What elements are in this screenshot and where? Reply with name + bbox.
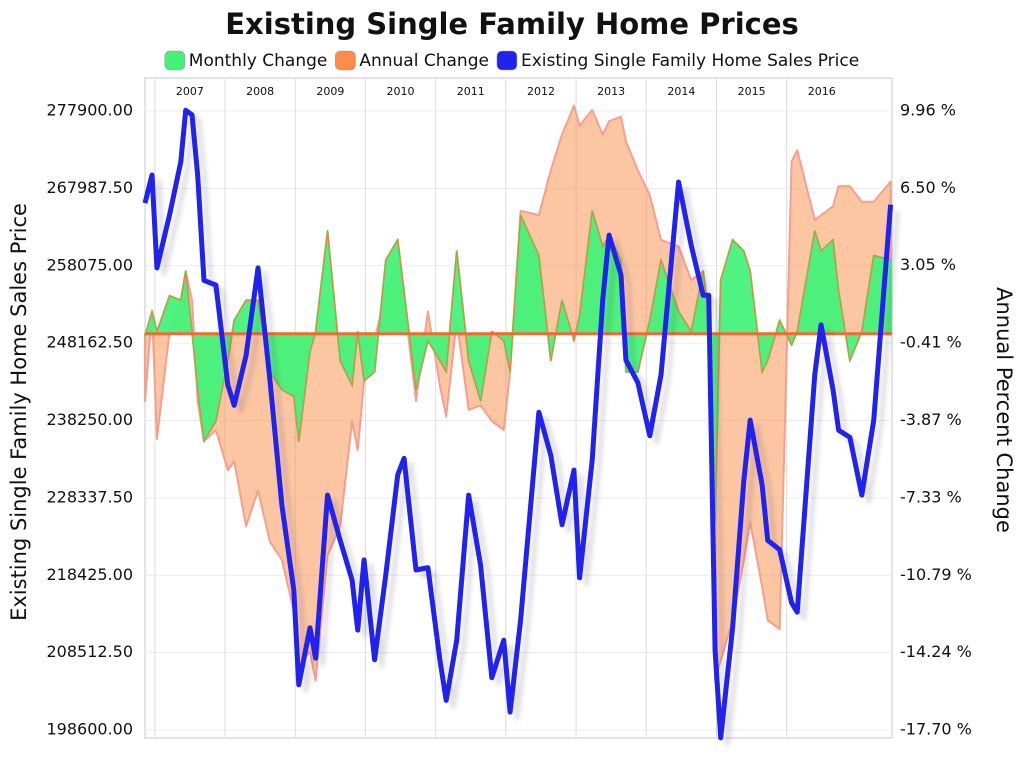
legend-item: Monthly Change xyxy=(164,50,328,71)
y-tick-label: 277900.00 xyxy=(46,101,133,120)
y-tick-label: 258075.00 xyxy=(46,255,133,274)
x-tick-label: 2015 xyxy=(738,85,766,98)
legend: Monthly Change Annual Change Existing Sing… xyxy=(164,50,859,71)
legend-item: Existing Single Family Home Sales Price xyxy=(496,50,859,71)
area-outline xyxy=(144,210,891,522)
y2-tick-label: -3.87 % xyxy=(900,410,962,429)
y-tick-label: 208512.50 xyxy=(46,642,133,661)
legend-swatch xyxy=(496,50,518,71)
line xyxy=(142,107,894,741)
x-tick-label: 2012 xyxy=(527,85,555,98)
legend-label: Monthly Change xyxy=(189,51,328,71)
x-tick-label: 2016 xyxy=(808,85,836,98)
legend-item: Annual Change xyxy=(335,50,489,71)
y-axis-title: Existing Single Family Home Sales Price xyxy=(7,203,31,621)
y2-tick-label: 9.96 % xyxy=(900,100,956,119)
y2-tick-label: -0.41 % xyxy=(900,332,962,351)
x-tick-label: 2008 xyxy=(246,85,274,98)
y2-tick-label: -14.24 % xyxy=(900,642,972,661)
x-tick-label: 2013 xyxy=(597,85,625,98)
x-tick-label: 2007 xyxy=(176,85,204,98)
y2-tick-label: -7.33 % xyxy=(900,487,962,506)
legend-swatch xyxy=(335,50,356,71)
legend-swatch xyxy=(164,50,186,71)
x-tick-label: 2009 xyxy=(316,85,344,98)
y-tick-label: 267987.50 xyxy=(46,178,133,197)
legend-label: Existing Single Family Home Sales Price xyxy=(521,51,859,71)
y2-tick-label: -10.79 % xyxy=(900,565,972,584)
y2-axis-title: Annual Percent Change xyxy=(992,287,1016,533)
y2-tick-label: -17.70 % xyxy=(900,719,972,738)
x-tick-label: 2010 xyxy=(387,85,415,98)
y-tick-label: 198600.00 xyxy=(46,720,133,739)
chart-title: Existing Single Family Home Prices xyxy=(225,7,799,41)
y2-tick-label: 6.50 % xyxy=(900,178,956,197)
x-tick-label: 2011 xyxy=(457,85,485,98)
y2-tick-label: 3.05 % xyxy=(900,255,956,274)
y-tick-label: 238250.00 xyxy=(46,410,133,429)
legend-label: Annual Change xyxy=(359,51,489,71)
y-tick-label: 218425.00 xyxy=(46,565,133,584)
y-tick-label: 228337.50 xyxy=(46,487,133,506)
x-tick-label: 2014 xyxy=(667,85,695,98)
y-tick-label: 248162.50 xyxy=(46,333,133,352)
area xyxy=(144,104,892,682)
